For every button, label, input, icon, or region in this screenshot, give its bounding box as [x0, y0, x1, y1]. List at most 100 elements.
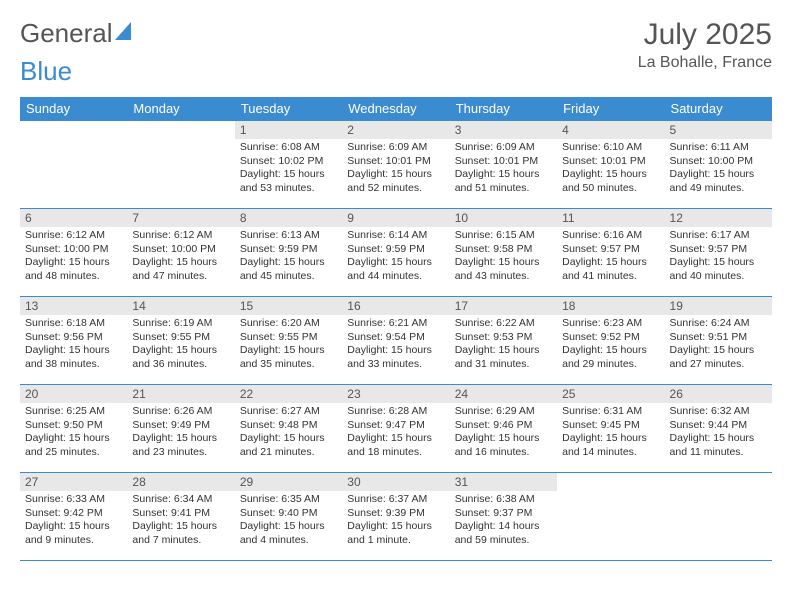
daylight-text-1: Daylight: 15 hours: [455, 168, 552, 182]
sunrise-text: Sunrise: 6:08 AM: [240, 141, 337, 155]
daylight-text-1: Daylight: 15 hours: [132, 256, 229, 270]
day-number: 2: [342, 121, 449, 139]
calendar-cell: 12Sunrise: 6:17 AMSunset: 9:57 PMDayligh…: [665, 209, 772, 297]
daylight-text-2: and 59 minutes.: [455, 534, 552, 548]
daylight-text-2: and 7 minutes.: [132, 534, 229, 548]
daylight-text-1: Daylight: 15 hours: [347, 520, 444, 534]
daylight-text-2: and 18 minutes.: [347, 446, 444, 460]
daylight-text-1: Daylight: 15 hours: [25, 344, 122, 358]
day-details: Sunrise: 6:23 AMSunset: 9:52 PMDaylight:…: [557, 315, 664, 376]
calendar-cell: 8Sunrise: 6:13 AMSunset: 9:59 PMDaylight…: [235, 209, 342, 297]
daylight-text-1: Daylight: 15 hours: [240, 344, 337, 358]
sunrise-text: Sunrise: 6:11 AM: [670, 141, 767, 155]
daylight-text-2: and 16 minutes.: [455, 446, 552, 460]
sunset-text: Sunset: 9:44 PM: [670, 419, 767, 433]
day-details: Sunrise: 6:12 AMSunset: 10:00 PMDaylight…: [127, 227, 234, 288]
sunrise-text: Sunrise: 6:20 AM: [240, 317, 337, 331]
day-number: 9: [342, 209, 449, 227]
sunrise-text: Sunrise: 6:16 AM: [562, 229, 659, 243]
daylight-text-2: and 9 minutes.: [25, 534, 122, 548]
daylight-text-1: Daylight: 15 hours: [347, 256, 444, 270]
calendar-cell: 13Sunrise: 6:18 AMSunset: 9:56 PMDayligh…: [20, 297, 127, 385]
calendar-cell: [557, 473, 664, 561]
day-details: Sunrise: 6:17 AMSunset: 9:57 PMDaylight:…: [665, 227, 772, 288]
sunrise-text: Sunrise: 6:18 AM: [25, 317, 122, 331]
sunrise-text: Sunrise: 6:38 AM: [455, 493, 552, 507]
calendar-cell: 3Sunrise: 6:09 AMSunset: 10:01 PMDayligh…: [450, 121, 557, 209]
sunrise-text: Sunrise: 6:24 AM: [670, 317, 767, 331]
daylight-text-1: Daylight: 15 hours: [670, 256, 767, 270]
daylight-text-1: Daylight: 15 hours: [132, 344, 229, 358]
daylight-text-1: Daylight: 15 hours: [347, 168, 444, 182]
day-details: Sunrise: 6:09 AMSunset: 10:01 PMDaylight…: [450, 139, 557, 200]
sunset-text: Sunset: 9:41 PM: [132, 507, 229, 521]
sunrise-text: Sunrise: 6:25 AM: [25, 405, 122, 419]
day-details: Sunrise: 6:08 AMSunset: 10:02 PMDaylight…: [235, 139, 342, 200]
sunset-text: Sunset: 9:37 PM: [455, 507, 552, 521]
daylight-text-1: Daylight: 15 hours: [25, 432, 122, 446]
calendar-cell: 15Sunrise: 6:20 AMSunset: 9:55 PMDayligh…: [235, 297, 342, 385]
weekday-header: Sunday: [20, 97, 127, 121]
daylight-text-2: and 4 minutes.: [240, 534, 337, 548]
sunrise-text: Sunrise: 6:35 AM: [240, 493, 337, 507]
weekday-header: Thursday: [450, 97, 557, 121]
sunset-text: Sunset: 9:53 PM: [455, 331, 552, 345]
day-details: Sunrise: 6:35 AMSunset: 9:40 PMDaylight:…: [235, 491, 342, 552]
sunrise-text: Sunrise: 6:12 AM: [25, 229, 122, 243]
day-number: 21: [127, 385, 234, 403]
day-number: 8: [235, 209, 342, 227]
calendar-cell: 2Sunrise: 6:09 AMSunset: 10:01 PMDayligh…: [342, 121, 449, 209]
day-details: Sunrise: 6:18 AMSunset: 9:56 PMDaylight:…: [20, 315, 127, 376]
calendar-cell: 1Sunrise: 6:08 AMSunset: 10:02 PMDayligh…: [235, 121, 342, 209]
calendar-cell: 18Sunrise: 6:23 AMSunset: 9:52 PMDayligh…: [557, 297, 664, 385]
day-details: Sunrise: 6:37 AMSunset: 9:39 PMDaylight:…: [342, 491, 449, 552]
sunrise-text: Sunrise: 6:09 AM: [455, 141, 552, 155]
calendar-cell: 23Sunrise: 6:28 AMSunset: 9:47 PMDayligh…: [342, 385, 449, 473]
calendar-cell: 27Sunrise: 6:33 AMSunset: 9:42 PMDayligh…: [20, 473, 127, 561]
day-number: 27: [20, 473, 127, 491]
sunrise-text: Sunrise: 6:14 AM: [347, 229, 444, 243]
daylight-text-1: Daylight: 15 hours: [132, 520, 229, 534]
day-number: 22: [235, 385, 342, 403]
month-title: July 2025: [638, 18, 772, 52]
sunrise-text: Sunrise: 6:26 AM: [132, 405, 229, 419]
daylight-text-2: and 35 minutes.: [240, 358, 337, 372]
calendar-cell: 20Sunrise: 6:25 AMSunset: 9:50 PMDayligh…: [20, 385, 127, 473]
day-number: 26: [665, 385, 772, 403]
sunset-text: Sunset: 9:58 PM: [455, 243, 552, 257]
sunset-text: Sunset: 10:00 PM: [132, 243, 229, 257]
calendar-cell: 28Sunrise: 6:34 AMSunset: 9:41 PMDayligh…: [127, 473, 234, 561]
daylight-text-1: Daylight: 15 hours: [25, 520, 122, 534]
daylight-text-2: and 51 minutes.: [455, 182, 552, 196]
calendar-cell: 31Sunrise: 6:38 AMSunset: 9:37 PMDayligh…: [450, 473, 557, 561]
sunset-text: Sunset: 9:42 PM: [25, 507, 122, 521]
day-details: Sunrise: 6:19 AMSunset: 9:55 PMDaylight:…: [127, 315, 234, 376]
sunrise-text: Sunrise: 6:32 AM: [670, 405, 767, 419]
calendar-cell: [20, 121, 127, 209]
sunrise-text: Sunrise: 6:29 AM: [455, 405, 552, 419]
calendar-week-row: 6Sunrise: 6:12 AMSunset: 10:00 PMDayligh…: [20, 209, 772, 297]
day-number: 15: [235, 297, 342, 315]
calendar-cell: 21Sunrise: 6:26 AMSunset: 9:49 PMDayligh…: [127, 385, 234, 473]
day-number: 29: [235, 473, 342, 491]
daylight-text-2: and 33 minutes.: [347, 358, 444, 372]
calendar-cell: 9Sunrise: 6:14 AMSunset: 9:59 PMDaylight…: [342, 209, 449, 297]
daylight-text-2: and 27 minutes.: [670, 358, 767, 372]
sunrise-text: Sunrise: 6:17 AM: [670, 229, 767, 243]
day-details: Sunrise: 6:32 AMSunset: 9:44 PMDaylight:…: [665, 403, 772, 464]
sunset-text: Sunset: 10:01 PM: [455, 155, 552, 169]
sunrise-text: Sunrise: 6:34 AM: [132, 493, 229, 507]
calendar-week-row: 27Sunrise: 6:33 AMSunset: 9:42 PMDayligh…: [20, 473, 772, 561]
day-details: Sunrise: 6:13 AMSunset: 9:59 PMDaylight:…: [235, 227, 342, 288]
day-number: 10: [450, 209, 557, 227]
day-details: Sunrise: 6:20 AMSunset: 9:55 PMDaylight:…: [235, 315, 342, 376]
day-details: Sunrise: 6:24 AMSunset: 9:51 PMDaylight:…: [665, 315, 772, 376]
day-details: Sunrise: 6:10 AMSunset: 10:01 PMDaylight…: [557, 139, 664, 200]
day-number: 3: [450, 121, 557, 139]
sunset-text: Sunset: 9:59 PM: [240, 243, 337, 257]
sunset-text: Sunset: 9:50 PM: [25, 419, 122, 433]
day-details: Sunrise: 6:15 AMSunset: 9:58 PMDaylight:…: [450, 227, 557, 288]
day-number: 18: [557, 297, 664, 315]
daylight-text-2: and 21 minutes.: [240, 446, 337, 460]
daylight-text-1: Daylight: 15 hours: [25, 256, 122, 270]
